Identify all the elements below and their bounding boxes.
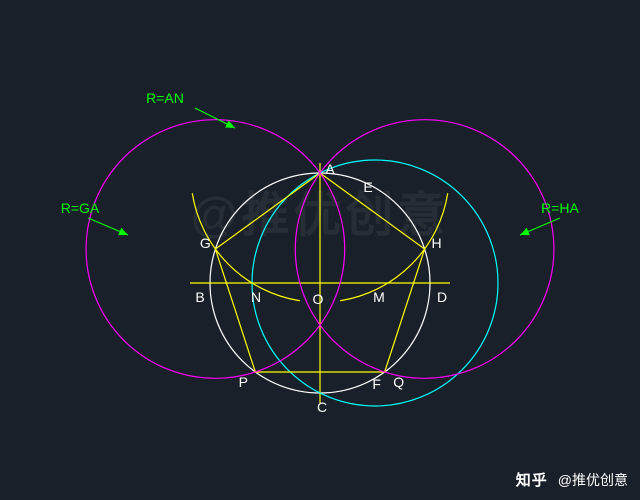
point-label-F: F bbox=[372, 376, 381, 392]
point-label-RAN: R=AN bbox=[146, 90, 184, 106]
attribution: 知乎 @推优创意 bbox=[516, 469, 628, 490]
point-label-M: M bbox=[373, 289, 385, 305]
attribution-text: @推优创意 bbox=[558, 470, 628, 490]
point-label-G: G bbox=[200, 235, 211, 251]
point-label-Q: Q bbox=[393, 374, 404, 390]
geometry-svg bbox=[0, 0, 640, 500]
point-label-C: C bbox=[317, 399, 327, 415]
diagram-canvas: @推优创意 知乎 @推优创意 A E B D C O M N G H P QF R=AN R=GA R=HA bbox=[0, 0, 640, 500]
point-label-P: P bbox=[239, 374, 248, 390]
point-label-RGA: R=GA bbox=[61, 200, 100, 216]
point-label-RHA: R=HA bbox=[541, 200, 579, 216]
point-label-E: E bbox=[363, 179, 372, 195]
zhihu-logo: 知乎 bbox=[516, 469, 548, 490]
watermark: @推优创意 bbox=[191, 175, 450, 245]
point-label-H: H bbox=[432, 235, 442, 251]
point-label-D: D bbox=[437, 289, 447, 305]
point-label-N: N bbox=[251, 289, 261, 305]
point-label-A: A bbox=[325, 161, 334, 177]
point-label-B: B bbox=[195, 289, 204, 305]
point-label-O: O bbox=[313, 291, 324, 307]
